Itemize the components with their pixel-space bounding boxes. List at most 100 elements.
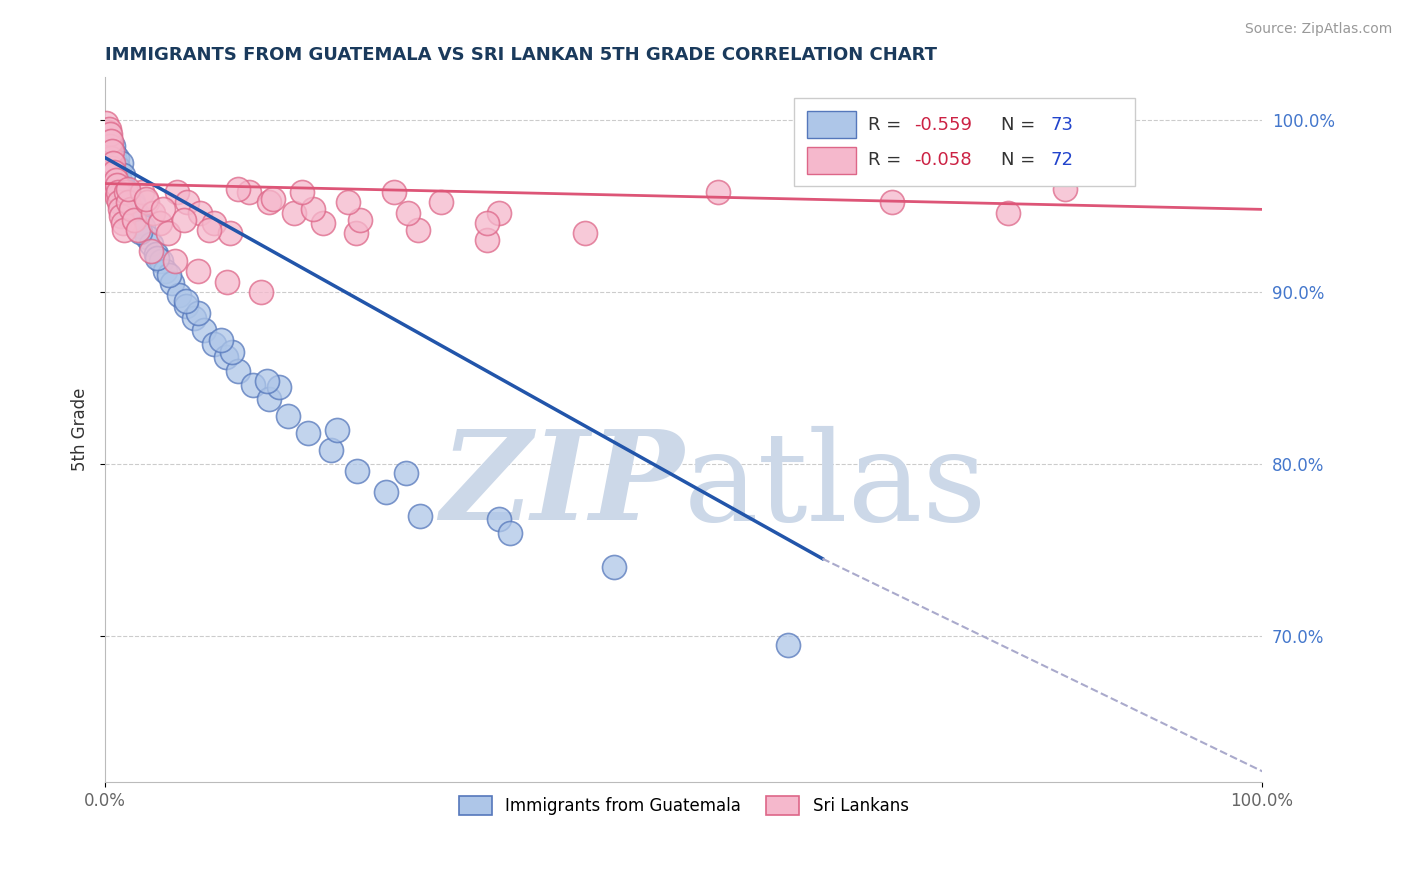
Point bbox=[122, 195, 145, 210]
Point bbox=[226, 364, 249, 378]
Point bbox=[238, 185, 260, 199]
Point bbox=[97, 134, 120, 148]
Point bbox=[406, 223, 429, 237]
Point bbox=[283, 206, 305, 220]
Point bbox=[375, 484, 398, 499]
Text: 72: 72 bbox=[1050, 151, 1073, 169]
Bar bbox=[807, 146, 856, 174]
Point bbox=[173, 212, 195, 227]
Point bbox=[499, 525, 522, 540]
Point bbox=[103, 147, 125, 161]
Point bbox=[880, 195, 903, 210]
Point bbox=[114, 182, 136, 196]
Point bbox=[226, 182, 249, 196]
Point bbox=[129, 225, 152, 239]
Point bbox=[101, 144, 124, 158]
Point bbox=[135, 195, 157, 210]
Point bbox=[429, 195, 451, 210]
Text: -0.559: -0.559 bbox=[914, 116, 972, 134]
Point bbox=[120, 202, 142, 217]
Point bbox=[475, 233, 498, 247]
Point bbox=[174, 299, 197, 313]
Point bbox=[103, 168, 125, 182]
Point bbox=[101, 151, 124, 165]
Point bbox=[325, 423, 347, 437]
Point bbox=[103, 160, 125, 174]
Point bbox=[319, 443, 342, 458]
Point bbox=[104, 173, 127, 187]
Point bbox=[155, 264, 177, 278]
Point bbox=[103, 168, 125, 182]
Point bbox=[221, 345, 243, 359]
Text: IMMIGRANTS FROM GUATEMALA VS SRI LANKAN 5TH GRADE CORRELATION CHART: IMMIGRANTS FROM GUATEMALA VS SRI LANKAN … bbox=[105, 46, 938, 64]
Point bbox=[250, 285, 273, 299]
Point bbox=[214, 351, 236, 365]
Point bbox=[103, 178, 125, 193]
Point bbox=[111, 216, 134, 230]
Text: N =: N = bbox=[1001, 151, 1040, 169]
Point bbox=[145, 247, 167, 261]
Text: R =: R = bbox=[868, 151, 907, 169]
Point bbox=[141, 244, 163, 258]
Point bbox=[256, 375, 278, 389]
Point bbox=[259, 195, 281, 210]
Point bbox=[337, 195, 360, 210]
Bar bbox=[807, 112, 856, 138]
Point bbox=[166, 185, 188, 199]
Point bbox=[105, 164, 128, 178]
Point bbox=[98, 147, 121, 161]
Point bbox=[1054, 182, 1077, 196]
Point bbox=[103, 156, 125, 170]
Point bbox=[115, 190, 138, 204]
Point bbox=[103, 138, 125, 153]
Point bbox=[149, 216, 172, 230]
Point bbox=[122, 212, 145, 227]
Point bbox=[187, 264, 209, 278]
Point bbox=[346, 464, 368, 478]
Point bbox=[108, 195, 131, 210]
Point bbox=[187, 305, 209, 319]
Point bbox=[129, 216, 152, 230]
Point bbox=[131, 185, 153, 199]
Point bbox=[157, 268, 180, 282]
Point bbox=[112, 223, 135, 237]
Point bbox=[104, 173, 127, 187]
Point bbox=[312, 216, 335, 230]
Point bbox=[120, 202, 142, 217]
Point bbox=[475, 216, 498, 230]
Point bbox=[117, 185, 139, 199]
Point bbox=[127, 223, 149, 237]
Point bbox=[96, 130, 118, 145]
Point bbox=[112, 199, 135, 213]
Point bbox=[396, 206, 419, 220]
Point bbox=[97, 127, 120, 141]
Point bbox=[107, 161, 129, 175]
Point bbox=[603, 560, 626, 574]
Point bbox=[267, 379, 290, 393]
Point bbox=[198, 223, 221, 237]
Point bbox=[100, 142, 122, 156]
Y-axis label: 5th Grade: 5th Grade bbox=[72, 388, 89, 471]
Point bbox=[209, 333, 232, 347]
Point bbox=[202, 216, 225, 230]
Point bbox=[100, 151, 122, 165]
Point bbox=[96, 125, 118, 139]
Point bbox=[146, 251, 169, 265]
Legend: Immigrants from Guatemala, Sri Lankans: Immigrants from Guatemala, Sri Lankans bbox=[449, 786, 918, 825]
Point bbox=[124, 212, 146, 227]
Point bbox=[149, 254, 172, 268]
Point bbox=[215, 275, 238, 289]
Point bbox=[488, 206, 510, 220]
Text: Source: ZipAtlas.com: Source: ZipAtlas.com bbox=[1244, 22, 1392, 37]
Point bbox=[776, 638, 799, 652]
Point bbox=[174, 293, 197, 308]
FancyBboxPatch shape bbox=[793, 98, 1135, 186]
Point bbox=[142, 206, 165, 220]
Point bbox=[997, 206, 1019, 220]
Point bbox=[219, 227, 242, 241]
Point bbox=[98, 127, 121, 141]
Point bbox=[574, 227, 596, 241]
Point bbox=[183, 310, 205, 325]
Point bbox=[132, 219, 155, 234]
Point bbox=[110, 202, 132, 217]
